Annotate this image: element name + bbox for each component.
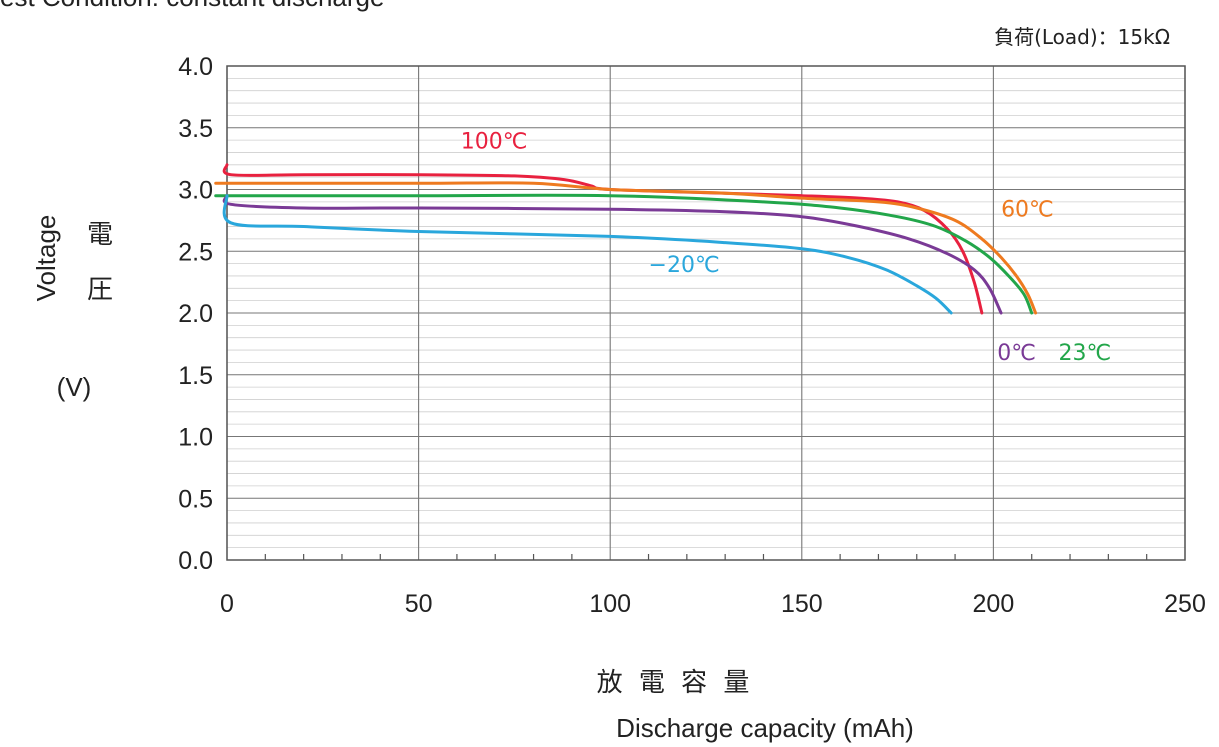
test-condition-text: est Condition: constant discharge <box>0 0 384 12</box>
y-axis-cjk-char-1: 電 <box>87 220 113 250</box>
series-label-1: 60℃ <box>1001 198 1054 223</box>
x-axis-title: Discharge capacity (mAh) <box>616 713 914 743</box>
series-labels: 100℃ 60℃ 23℃ 0℃ −20℃ <box>461 130 1111 366</box>
x-tick-label: 250 <box>1164 590 1206 618</box>
x-tick-label: 50 <box>405 590 433 618</box>
series-label-3: 0℃ <box>997 341 1036 366</box>
x-axis-cjk-title: 放 電 容 量 <box>597 668 754 698</box>
x-tick-label: 200 <box>973 590 1015 618</box>
series-line-3 <box>222 194 1003 315</box>
y-tick-label: 4.0 <box>178 53 213 81</box>
minor-grid <box>227 77 1185 549</box>
x-minor-ticks <box>264 554 1148 560</box>
y-tick-label: 0.5 <box>178 485 213 513</box>
y-tick-label: 3.5 <box>178 115 213 143</box>
y-axis-unit: (V) <box>57 372 92 402</box>
series-label-2: 23℃ <box>1059 341 1112 366</box>
y-tick-label: 2.5 <box>178 238 213 266</box>
series-label-4: −20℃ <box>649 253 720 278</box>
series-label-0: 100℃ <box>461 130 528 155</box>
x-tick-label: 150 <box>781 590 823 618</box>
series-line-4 <box>222 194 953 315</box>
y-tick-labels: 0.0 0.5 1.0 1.5 2.0 2.5 3.0 3.5 4.0 <box>178 53 213 575</box>
y-axis-cjk-char-2: 圧 <box>87 275 113 305</box>
y-axis-title: Voltage <box>31 215 61 302</box>
load-annotation: 負荷(Load)：15kΩ <box>994 25 1170 49</box>
x-tick-label: 0 <box>220 590 234 618</box>
y-tick-label: 3.0 <box>178 177 213 205</box>
x-tick-label: 100 <box>589 590 631 618</box>
y-tick-label: 2.0 <box>178 300 213 328</box>
x-tick-labels: 0 50 100 150 200 250 <box>220 590 1206 618</box>
series-lines <box>214 163 1038 315</box>
y-tick-label: 0.0 <box>178 547 213 575</box>
series-line-2 <box>214 193 1034 315</box>
y-tick-label: 1.5 <box>178 362 213 390</box>
y-tick-label: 1.0 <box>178 424 213 452</box>
plot-frame <box>226 65 1186 561</box>
series-line-1 <box>214 181 1038 315</box>
